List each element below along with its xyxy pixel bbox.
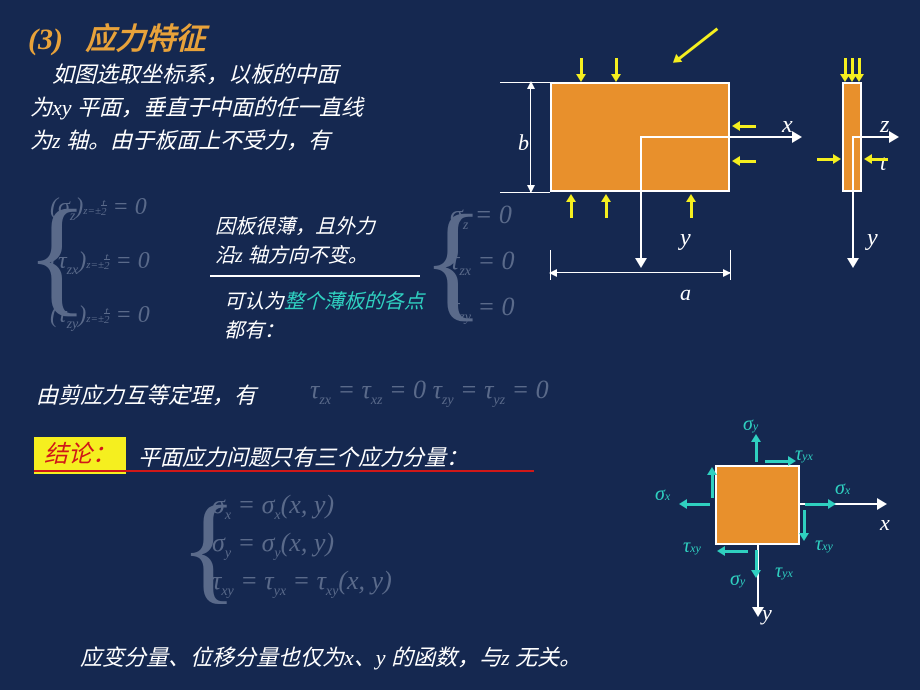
label-t: t <box>880 150 886 176</box>
force-arrow-icon <box>605 200 608 218</box>
heading: (3) 应力特征 <box>28 14 205 58</box>
label-sigma-y: σy <box>743 413 758 436</box>
sigma-y-arrow-icon <box>755 550 758 572</box>
force-arrow-icon <box>870 158 888 161</box>
axis-z <box>852 136 897 138</box>
var-xy: xy <box>52 95 72 120</box>
dim-ext-bt <box>500 82 550 83</box>
diagram-plate-zy: z t y <box>822 30 902 290</box>
stress-square <box>715 465 800 545</box>
p1-l3b: 轴。由于板面上不受力，有 <box>66 128 330 153</box>
p1-l2a: 为 <box>30 95 52 120</box>
eq-sx: σx = σx(x, y) <box>212 490 392 524</box>
divider-line <box>210 275 420 277</box>
force-arrow-icon <box>580 58 583 76</box>
label-tau-yx-b: τyx <box>775 560 793 583</box>
force-arrow-icon <box>858 58 861 76</box>
tau-arrow-icon <box>723 550 748 553</box>
sigma-x-arrow-icon <box>805 503 830 506</box>
force-arrow-icon <box>738 160 756 163</box>
force-arrow-icon <box>738 125 756 128</box>
force-arrow-icon <box>677 28 718 61</box>
axis-y-2 <box>852 136 854 266</box>
label-b: b <box>518 130 529 156</box>
dim-ext-ar <box>730 250 731 280</box>
tau-arrow-icon <box>711 473 714 498</box>
label-x-stress: x <box>880 510 890 536</box>
eq-txy: τxy = τyx = τxy(x, y) <box>212 566 392 600</box>
shear-reciprocity-eq: τzx = τxz = 0 τzy = τyz = 0 <box>310 375 549 409</box>
label-y: y <box>680 225 691 252</box>
force-arrow-icon <box>690 200 693 218</box>
label-x: x <box>782 112 793 139</box>
slide-root: (3) 应力特征 如图选取坐标系，以板的中面 为xy 平面，垂直于中面的任一直线… <box>0 0 920 690</box>
reason-text-2: 可认为整个薄板的各点都有： <box>224 285 424 343</box>
heading-title: 应力特征 <box>85 23 205 56</box>
label-sigma-y-b: σy <box>730 568 745 591</box>
label-tau-yx: τyx <box>795 443 813 466</box>
label-sigma-x-l: σx <box>655 483 670 506</box>
p1-l1: 如图选取坐标系，以板的中面 <box>52 62 338 87</box>
brace-icon: { <box>180 488 238 608</box>
label-y-stress: y <box>762 600 772 626</box>
dim-line-a <box>550 272 730 273</box>
p1-l3a: 为 <box>30 128 52 153</box>
tau-arrow-icon <box>803 510 806 535</box>
shear-reciprocity-text: 由剪应力互等定理，有 <box>36 378 256 410</box>
var-z: z <box>52 128 61 153</box>
eq-sy: σy = σy(x, y) <box>212 528 392 562</box>
dim-ext-al <box>550 250 551 280</box>
sigma-x-arrow-icon <box>685 503 710 506</box>
dim-line-b <box>530 82 532 192</box>
force-arrow-icon <box>570 200 573 218</box>
p1-l2b: 平面，垂直于中面的任一直线 <box>77 95 363 120</box>
label-a: a <box>680 280 691 306</box>
dim-ext-bb <box>500 192 550 193</box>
tau-arrow-icon <box>765 460 790 463</box>
equations-result: { σx = σx(x, y) σy = σy(x, y) τxy = τyx … <box>190 490 392 604</box>
label-tau-xy-r: τxy <box>815 533 833 556</box>
diagram-plate-xy: b a x y <box>460 30 800 290</box>
axis-x <box>640 136 800 138</box>
brace-icon: { <box>26 191 88 321</box>
label-y-2: y <box>867 225 878 252</box>
label-tau-xy-l: τxy <box>683 535 701 558</box>
diagram-stress-element: x y σy τyx σx τxy σx τxy σy τyx <box>635 405 895 615</box>
heading-number: (3) <box>28 23 63 56</box>
conclusion-label: 结论： <box>34 437 126 474</box>
force-arrow-icon <box>615 58 618 76</box>
bottom-note: 应变分量、位移分量也仅为x、y 的函数，与z 无关。 <box>80 640 581 672</box>
axis-y <box>640 136 642 266</box>
label-z: z <box>880 112 889 139</box>
force-arrow-icon <box>817 158 835 161</box>
conclusion-text: 平面应力问题只有三个应力分量： <box>138 440 468 472</box>
equations-boundary: { (σz)z=±t2 = 0 (τzx)z=±t2 = 0 (τzy)z=±t… <box>32 195 207 357</box>
reason-text-1: 因板很薄，且外力 沿z 轴方向不变。 <box>215 210 415 268</box>
label-sigma-x-r: σx <box>835 477 850 500</box>
intro-paragraph: 如图选取坐标系，以板的中面 为xy 平面，垂直于中面的任一直线 为z 轴。由于板… <box>30 58 410 157</box>
sigma-y-arrow-icon <box>755 440 758 462</box>
